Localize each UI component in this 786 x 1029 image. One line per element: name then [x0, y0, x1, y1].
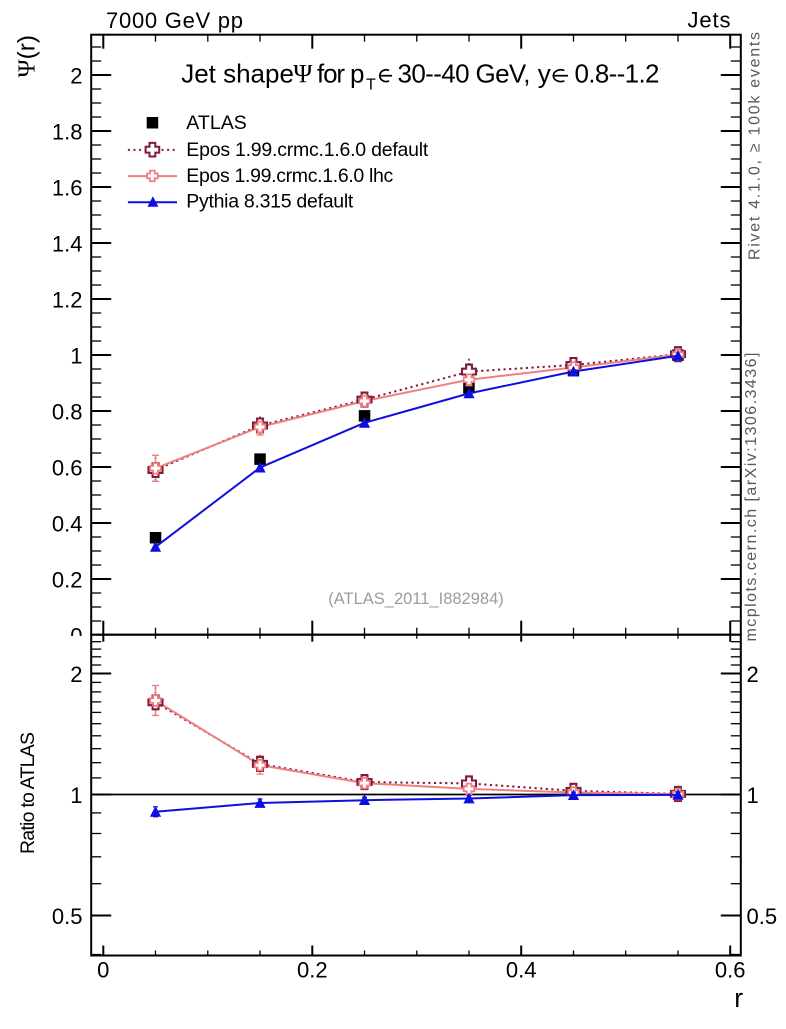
svg-text:0.2: 0.2 [297, 958, 328, 983]
svg-text:y: y [538, 59, 551, 89]
svg-text:2: 2 [70, 662, 82, 687]
svg-text:2: 2 [747, 662, 759, 687]
svg-text:1.2: 1.2 [52, 287, 83, 312]
svg-text:1.8: 1.8 [52, 119, 83, 144]
svg-text:0.5: 0.5 [747, 904, 778, 929]
svg-text:for p: for p [317, 59, 365, 89]
svg-text:T: T [366, 77, 376, 94]
svg-text:Jets: Jets [688, 7, 731, 32]
svg-text:1.6: 1.6 [52, 175, 83, 200]
svg-text:Rivet 4.1.0, ≥ 100k events: Rivet 4.1.0, ≥ 100k events [747, 32, 764, 260]
svg-text:0.2: 0.2 [52, 567, 83, 592]
svg-text:r: r [734, 983, 743, 1013]
svg-text:ATLAS: ATLAS [186, 112, 247, 134]
svg-text:0.6: 0.6 [52, 455, 83, 480]
svg-text:2: 2 [70, 63, 82, 88]
svg-text:Ratio to ATLAS: Ratio to ATLAS [17, 732, 39, 854]
svg-text:1.4: 1.4 [52, 231, 83, 256]
svg-text:1: 1 [70, 783, 82, 808]
svg-text:0.4: 0.4 [506, 958, 537, 983]
svg-text:0.4: 0.4 [52, 511, 83, 536]
svg-text:(ATLAS_2011_I882984): (ATLAS_2011_I882984) [328, 590, 504, 608]
svg-text:0.6: 0.6 [715, 958, 746, 983]
svg-text:0.8--1.2: 0.8--1.2 [575, 59, 660, 89]
svg-text:Ψ: Ψ [293, 60, 313, 89]
svg-text:0.8: 0.8 [52, 399, 83, 424]
svg-text:Epos 1.99.crmc.1.6.0 default: Epos 1.99.crmc.1.6.0 default [186, 139, 429, 161]
svg-text:Epos 1.99.crmc.1.6.0 lhc: Epos 1.99.crmc.1.6.0 lhc [186, 165, 393, 187]
svg-text:0.5: 0.5 [52, 904, 83, 929]
svg-text:Ψ(r): Ψ(r) [14, 35, 41, 78]
svg-text:7000 GeV pp: 7000 GeV pp [106, 8, 243, 33]
svg-text:30--40 GeV,: 30--40 GeV, [398, 59, 531, 89]
svg-text:1: 1 [70, 343, 82, 368]
svg-text:Pythia 8.315 default: Pythia 8.315 default [186, 191, 354, 213]
svg-text:1: 1 [747, 783, 759, 808]
svg-text:Jet shape: Jet shape [181, 59, 294, 89]
svg-text:0: 0 [97, 958, 109, 983]
